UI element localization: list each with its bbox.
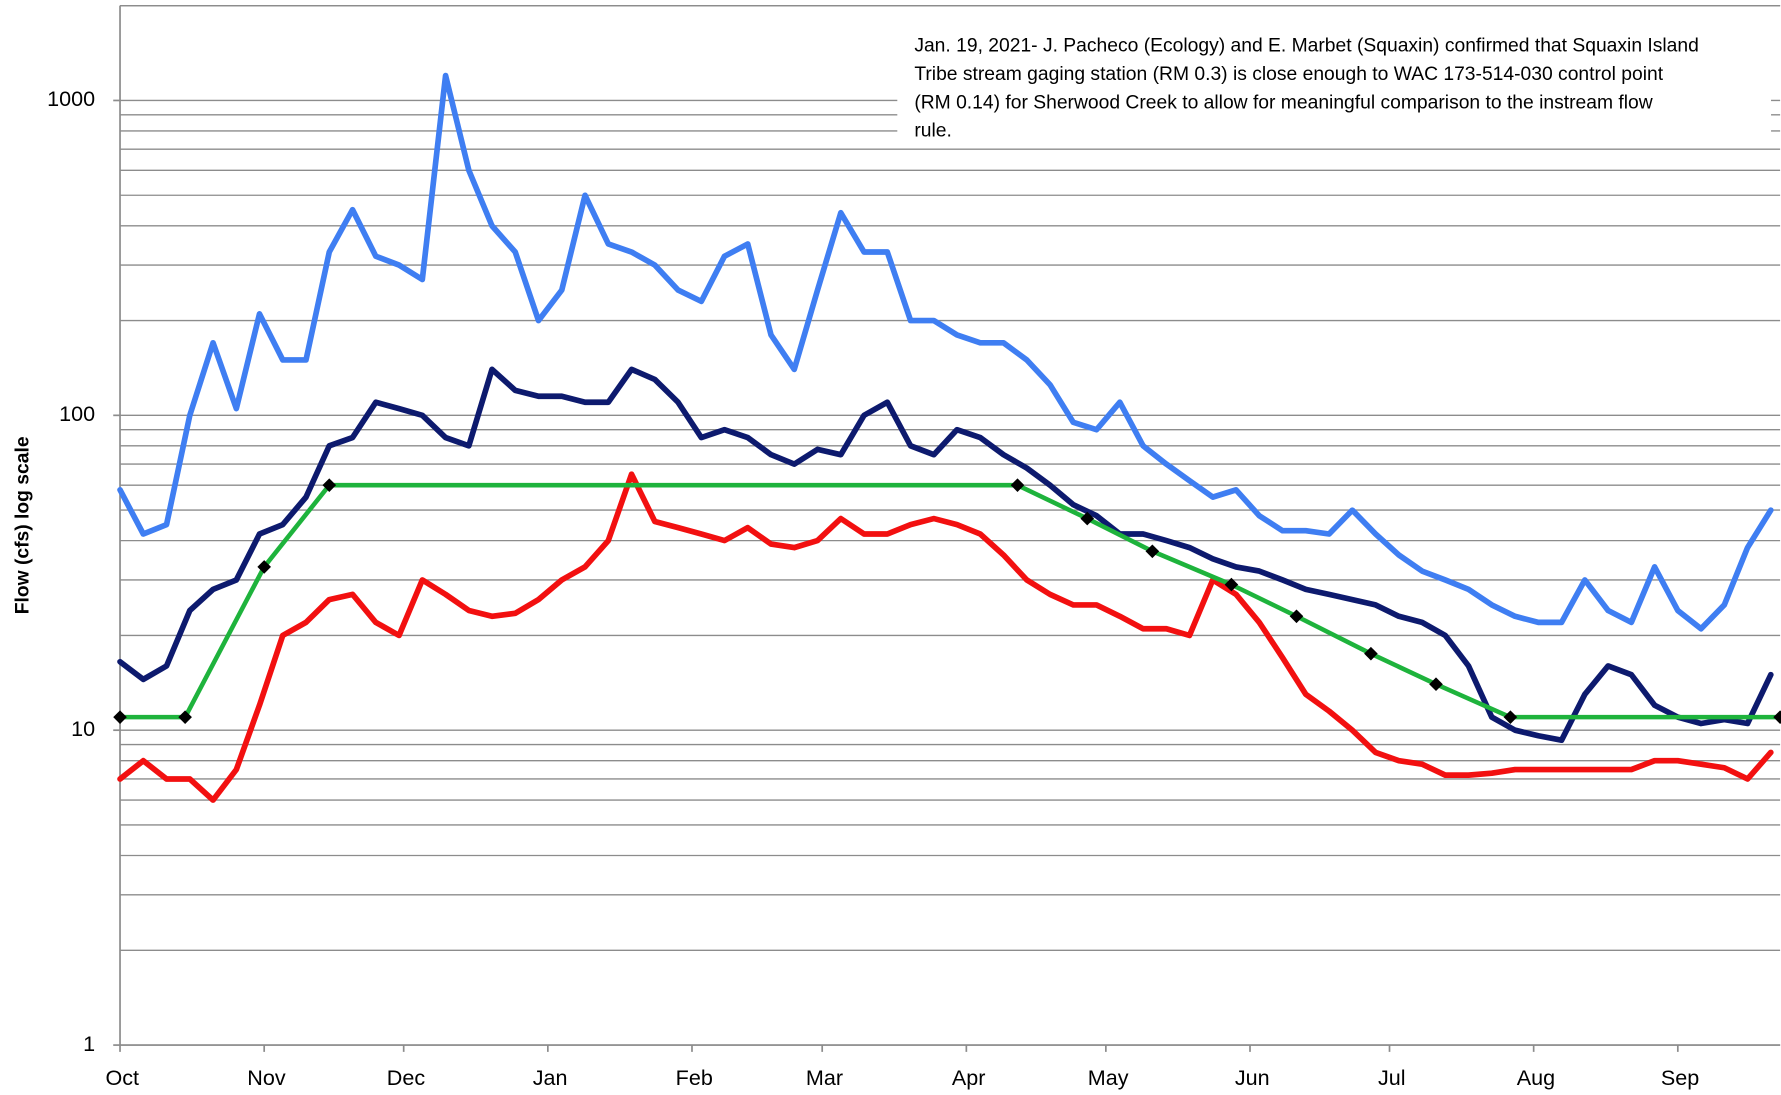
series-line xyxy=(117,366,1774,744)
series-line xyxy=(117,72,1774,632)
point-marker xyxy=(1224,577,1239,592)
x-tick-label: Jun xyxy=(1235,1065,1270,1090)
x-tick-label: Dec xyxy=(387,1065,426,1090)
annotation-line: Tribe stream gaging station (RM 0.3) is … xyxy=(914,64,1663,85)
x-tick-label: Jul xyxy=(1378,1065,1406,1090)
x-tick-label: May xyxy=(1088,1065,1129,1090)
point-marker xyxy=(1145,544,1160,559)
x-tick-label: Aug xyxy=(1517,1065,1555,1090)
x-tick-label: Feb xyxy=(676,1065,713,1090)
annotation-line: (RM 0.14) for Sherwood Creek to allow fo… xyxy=(914,92,1652,113)
point-marker xyxy=(1364,646,1378,661)
x-tick-label: Apr xyxy=(952,1065,986,1090)
point-marker xyxy=(1289,609,1304,624)
x-tick-label: Oct xyxy=(106,1065,140,1090)
y-tick-label: 1000 xyxy=(47,86,95,111)
point-marker xyxy=(1429,677,1443,691)
x-tick-label: Nov xyxy=(247,1065,286,1090)
point-marker xyxy=(113,710,127,724)
point-marker xyxy=(322,478,337,492)
y-tick-label: 1 xyxy=(83,1031,95,1056)
series-line xyxy=(117,471,1774,803)
x-tick-label: Mar xyxy=(806,1065,843,1090)
annotation-line: Jan. 19, 2021- J. Pacheco (Ecology) and … xyxy=(914,36,1699,57)
y-axis-label: Flow (cfs) log scale xyxy=(13,436,34,614)
x-tick-label: Jan xyxy=(533,1065,568,1090)
point-marker xyxy=(1773,710,1781,724)
point-marker xyxy=(1080,511,1095,526)
annotation-box xyxy=(897,24,1772,148)
x-tick-label: Sep xyxy=(1661,1065,1699,1090)
annotation-line: rule. xyxy=(914,121,952,142)
y-tick-label: 10 xyxy=(71,716,95,741)
y-tick-label: 100 xyxy=(59,401,95,426)
point-marker xyxy=(1010,478,1025,492)
